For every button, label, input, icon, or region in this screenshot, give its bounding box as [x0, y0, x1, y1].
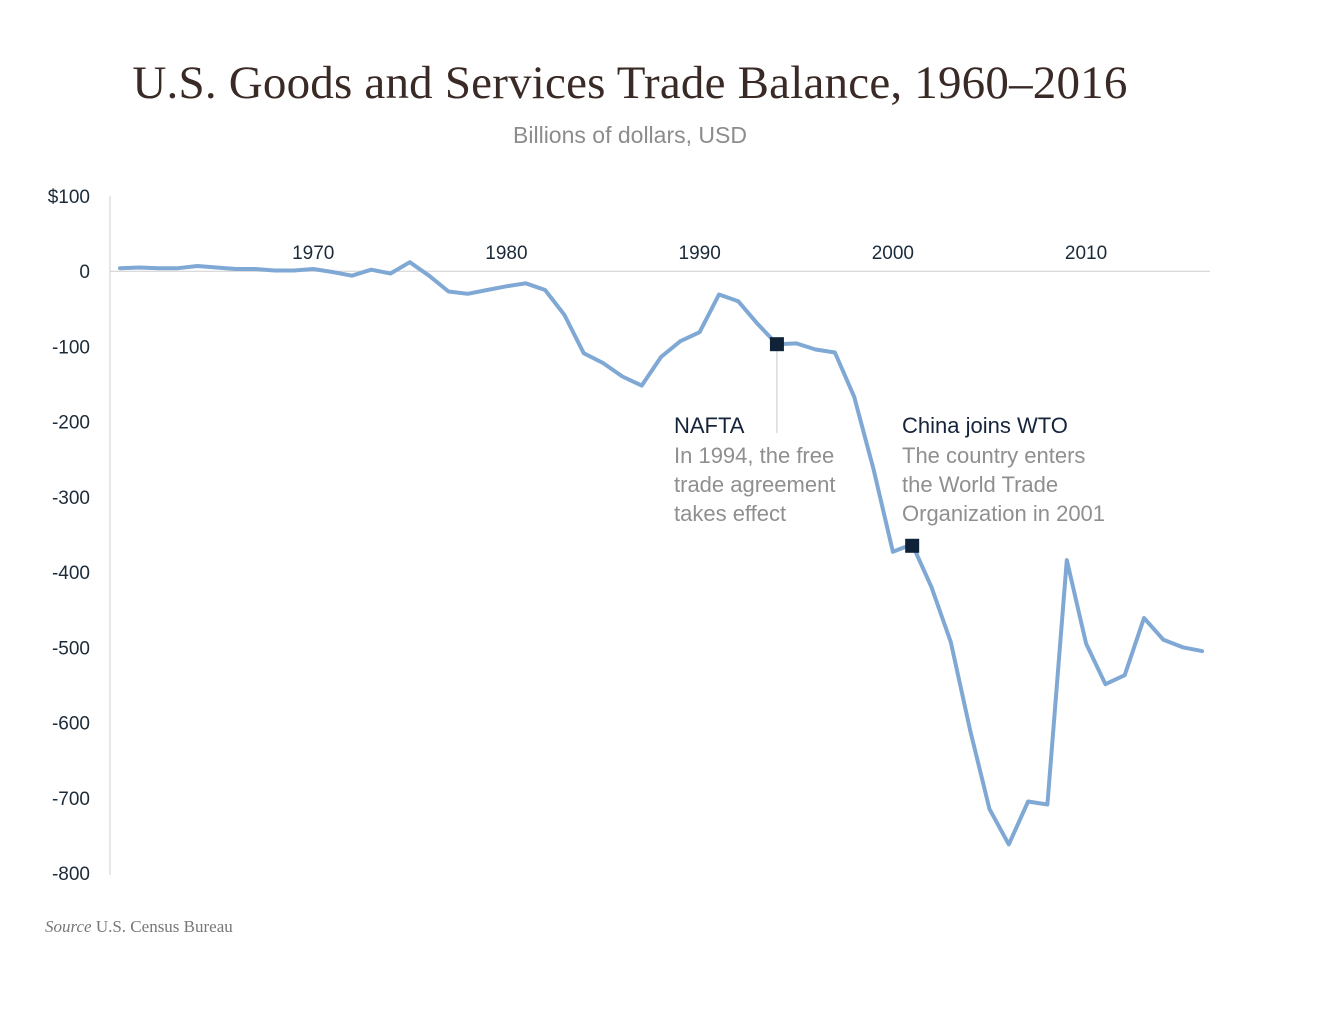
y-tick-label: -400 — [52, 563, 90, 584]
nafta-annotation-line: trade agreement — [674, 472, 835, 497]
wto-annotation-line: Organization in 2001 — [902, 501, 1105, 526]
y-tick-label: 0 — [79, 262, 90, 283]
source-note: Source U.S. Census Bureau — [45, 917, 233, 937]
wto-annotation-title: China joins WTO — [902, 413, 1068, 438]
y-tick-label: -100 — [52, 337, 90, 358]
chart-subtitle: Billions of dollars, USD — [513, 122, 747, 148]
y-tick-label: -200 — [52, 413, 90, 434]
nafta-annotation-line: takes effect — [674, 501, 786, 526]
y-tick-label: -800 — [52, 864, 90, 885]
series-line — [118, 260, 1204, 847]
x-tick-label: 1970 — [292, 243, 334, 264]
x-tick-label: 1990 — [679, 243, 721, 264]
x-tick-label: 2000 — [872, 243, 914, 264]
nafta-annotation-title: NAFTA — [674, 413, 745, 438]
y-tick-label: -700 — [52, 789, 90, 810]
y-tick-label: -300 — [52, 488, 90, 509]
y-tick-label: -500 — [52, 638, 90, 659]
wto-annotation-line: the World Trade — [902, 472, 1058, 497]
y-tick-label: $100 — [48, 187, 90, 208]
x-axis: 1970 1980 1990 2000 2010 — [110, 243, 1210, 272]
x-tick-label: 2010 — [1065, 243, 1107, 264]
nafta-marker — [769, 337, 784, 352]
source-text: U.S. Census Bureau — [95, 917, 233, 936]
chart-title: U.S. Goods and Services Trade Balance, 1… — [132, 57, 1128, 109]
y-axis: $100 0 -100 -200 -300 -400 -500 -600 -700 -800 — [48, 187, 111, 885]
x-tick-label: 1980 — [485, 243, 527, 264]
series-group — [118, 260, 1204, 847]
source-label: Source — [45, 917, 92, 936]
nafta-annotation-line: In 1994, the free — [674, 443, 834, 468]
y-tick-label: -600 — [52, 714, 90, 735]
annotations: NAFTA In 1994, the free trade agreement tak… — [674, 337, 1105, 553]
wto-annotation-line: The country enters — [902, 443, 1085, 468]
wto-marker — [905, 538, 920, 553]
